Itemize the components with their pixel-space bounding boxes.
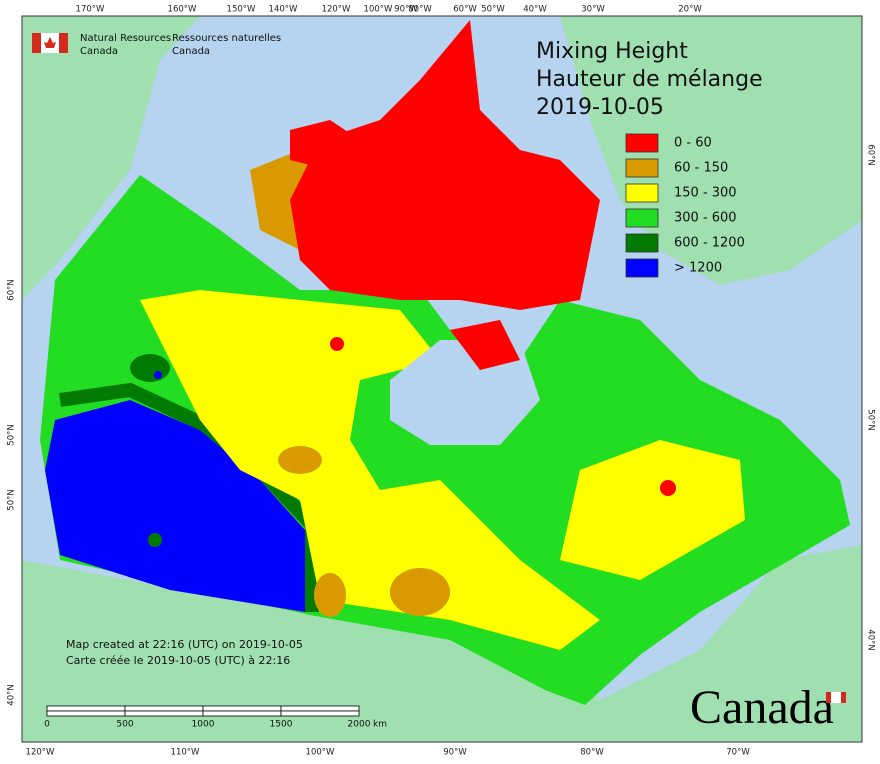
latitude-label: 50°N	[7, 424, 17, 445]
agency-name: Natural Resources	[80, 33, 171, 44]
legend-label: 60 - 150	[674, 161, 728, 176]
zone-red	[450, 320, 520, 370]
longitude-label: 100°W	[306, 748, 335, 758]
latitude-label: 40°N	[7, 684, 17, 705]
longitude-label: 120°W	[322, 5, 351, 15]
legend-label: > 1200	[674, 261, 722, 276]
legend-label: 600 - 1200	[674, 236, 745, 251]
hudson-bay	[390, 340, 540, 445]
latitude-label: 40°N	[866, 629, 876, 650]
longitude-label: 90°W	[394, 5, 418, 15]
zone-dark-green	[148, 533, 162, 547]
longitude-label: 40°W	[523, 5, 547, 15]
agency-signature: Natural Resources Canada Ressources natu…	[32, 33, 281, 57]
legend-swatch	[625, 208, 659, 228]
zone-red	[290, 120, 360, 170]
wordmark-flag	[831, 692, 841, 703]
longitude-label: 110°W	[171, 748, 200, 758]
zone-orange	[314, 573, 346, 617]
scale-segment	[46, 710, 126, 717]
longitude-label: 170°W	[76, 5, 105, 15]
scale-segment	[124, 710, 204, 717]
map-note: Map created at 22:16 (UTC) on 2019-10-05	[66, 638, 303, 651]
zone-yellow	[140, 290, 600, 650]
longitude-label: 20°W	[678, 5, 702, 15]
zone-red	[330, 337, 344, 351]
longitude-label: 80°W	[580, 748, 604, 758]
scale-label: 0	[44, 720, 50, 730]
legend-swatch	[625, 133, 659, 153]
agency-name: Canada	[80, 46, 118, 57]
zone-orange	[278, 446, 322, 474]
legend-label: 300 - 600	[674, 211, 737, 226]
scale-segment	[280, 710, 360, 717]
legend-swatch	[625, 158, 659, 178]
zone-yellow-east	[560, 440, 745, 580]
zone-high	[45, 400, 305, 612]
zone-red	[290, 20, 600, 310]
scale-label: 1000	[192, 720, 215, 730]
scale-label: 2000	[348, 720, 371, 730]
longitude-label: 150°W	[227, 5, 256, 15]
scale-label: 1500	[270, 720, 293, 730]
alaska	[22, 16, 200, 300]
longitude-label: 140°W	[269, 5, 298, 15]
legend-swatch	[625, 183, 659, 203]
longitude-label: 50°W	[481, 5, 505, 15]
legend-label: 150 - 300	[674, 186, 737, 201]
graticule-labels: 170°W 160°W 150°W 140°W 120°W 100°W 90°W80°W 60…	[7, 5, 876, 758]
legend: 0 - 60 60 - 150 150 - 300 300 - 600 600 - 12…	[625, 133, 745, 278]
scale-segment	[280, 705, 360, 712]
longitude-label: 100°W	[364, 5, 393, 15]
legend-label: 0 - 60	[674, 136, 712, 151]
wordmark-text: Canada	[690, 681, 834, 734]
longitude-label: 30°W	[581, 5, 605, 15]
zone-dark-green	[130, 354, 170, 382]
scale-unit: km	[373, 720, 387, 730]
map-note: Carte créée le 2019-10-05 (UTC) à 22:16	[66, 654, 290, 667]
zone-red	[660, 480, 676, 496]
longitude-label: 120°W	[26, 748, 55, 758]
longitude-label: 70°W	[726, 748, 750, 758]
zone-high	[154, 371, 162, 379]
map-frame	[21, 15, 863, 743]
flag-leaf	[44, 37, 56, 48]
latitude-label: 60°N	[866, 144, 876, 165]
wordmark: Canada	[690, 681, 846, 734]
map-date: 2019-10-05	[536, 95, 664, 120]
scale-segment	[46, 705, 126, 712]
scale-segment	[124, 705, 204, 712]
flag-bar	[59, 33, 68, 53]
longitude-label: 90°W	[443, 748, 467, 758]
legend-swatch	[625, 233, 659, 253]
scale-segment	[202, 710, 282, 717]
flag-bar	[32, 33, 41, 53]
scale-bar: 0 500 1000 1500 2000 km	[44, 705, 387, 730]
zone-orange	[390, 568, 450, 616]
latitude-label: 50°N	[866, 409, 876, 430]
map-title: Mixing Height	[536, 39, 688, 64]
agency-name: Canada	[172, 46, 210, 57]
scale-label: 500	[116, 720, 133, 730]
longitude-label: 80°W	[408, 5, 432, 15]
legend-swatch	[625, 258, 659, 278]
latitude-label: 60°N	[7, 279, 17, 300]
latitude-label: 50°N	[7, 489, 17, 510]
map-title: Hauteur de mélange	[536, 67, 763, 92]
scale-segment	[202, 705, 282, 712]
longitude-label: 60°W	[453, 5, 477, 15]
longitude-label: 160°W	[168, 5, 197, 15]
agency-name: Ressources naturelles	[172, 33, 281, 44]
united-states	[22, 545, 862, 742]
map-body	[21, 15, 863, 743]
